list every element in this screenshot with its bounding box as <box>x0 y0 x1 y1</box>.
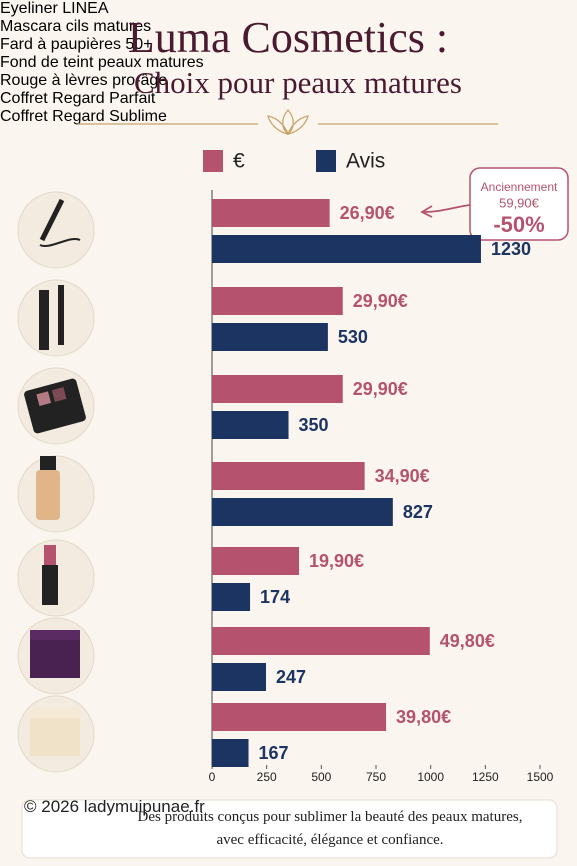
footer-box <box>21 799 558 859</box>
legend-swatch <box>316 150 336 172</box>
value-label: 34,90€ <box>375 466 430 486</box>
annotation-box <box>420 167 569 241</box>
x-tick-label: 750 <box>366 770 386 784</box>
bar <box>212 547 300 575</box>
annotation-text: 59,90€ <box>499 195 540 210</box>
value-label: 827 <box>403 502 433 522</box>
value-label: 350 <box>299 415 329 435</box>
bar <box>212 498 393 526</box>
footer-text: Des produits conçus pour sublimer la bea… <box>137 809 523 848</box>
value-label: 29,90€ <box>353 291 408 311</box>
bar <box>212 627 430 655</box>
bar <box>212 323 328 351</box>
bar <box>212 235 481 263</box>
bar <box>212 663 267 691</box>
value-label: 247 <box>276 667 306 687</box>
value-label: 49,80€ <box>440 631 495 651</box>
bar <box>212 462 365 490</box>
legend-label: Avis <box>346 150 385 173</box>
value-label: 1230 <box>491 239 531 259</box>
icon-art <box>24 198 86 756</box>
category-label: Coffret Regard Parfait <box>0 90 156 107</box>
chart-subtitle: Choix pour peaux matures <box>134 65 462 100</box>
annotation-text: Anciennement <box>481 180 558 194</box>
legend-swatch <box>203 150 223 172</box>
bar <box>212 375 343 403</box>
bar <box>212 583 251 611</box>
x-tick-label: 1250 <box>472 770 499 784</box>
bar <box>212 287 343 315</box>
value-label: 26,90€ <box>340 203 395 223</box>
bar <box>212 199 330 227</box>
value-label: 19,90€ <box>309 551 364 571</box>
value-label: 167 <box>259 743 289 763</box>
bar <box>212 703 387 731</box>
value-label: 29,90€ <box>353 379 408 399</box>
annotation-text: -50% <box>493 212 544 237</box>
x-tick-label: 1500 <box>527 770 554 784</box>
category-label: Mascara cils matures <box>0 18 152 35</box>
legend-label: € <box>233 150 245 173</box>
x-tick-label: 250 <box>257 770 277 784</box>
x-tick-label: 0 <box>209 770 216 784</box>
x-tick-label: 1000 <box>417 770 444 784</box>
category-label: Fond de teint peaux matures <box>0 54 204 71</box>
category-label: Fard à paupières 50+ <box>0 36 153 53</box>
value-label: 174 <box>260 587 290 607</box>
chart-title: Luma Cosmetics : <box>128 13 448 62</box>
ornament <box>78 109 498 135</box>
value-label: 39,80€ <box>396 707 451 727</box>
value-label: 530 <box>338 327 368 347</box>
bar <box>212 411 289 439</box>
category-label: Eyeliner LINEA <box>0 0 109 17</box>
bar <box>212 739 249 767</box>
x-tick-label: 500 <box>311 770 331 784</box>
watermark: © 2026 ladymuipunae.fr <box>24 797 205 816</box>
category-label: Coffret Regard Sublime <box>0 108 167 125</box>
category-label: Rouge à lèvres pro-âge <box>0 72 168 89</box>
